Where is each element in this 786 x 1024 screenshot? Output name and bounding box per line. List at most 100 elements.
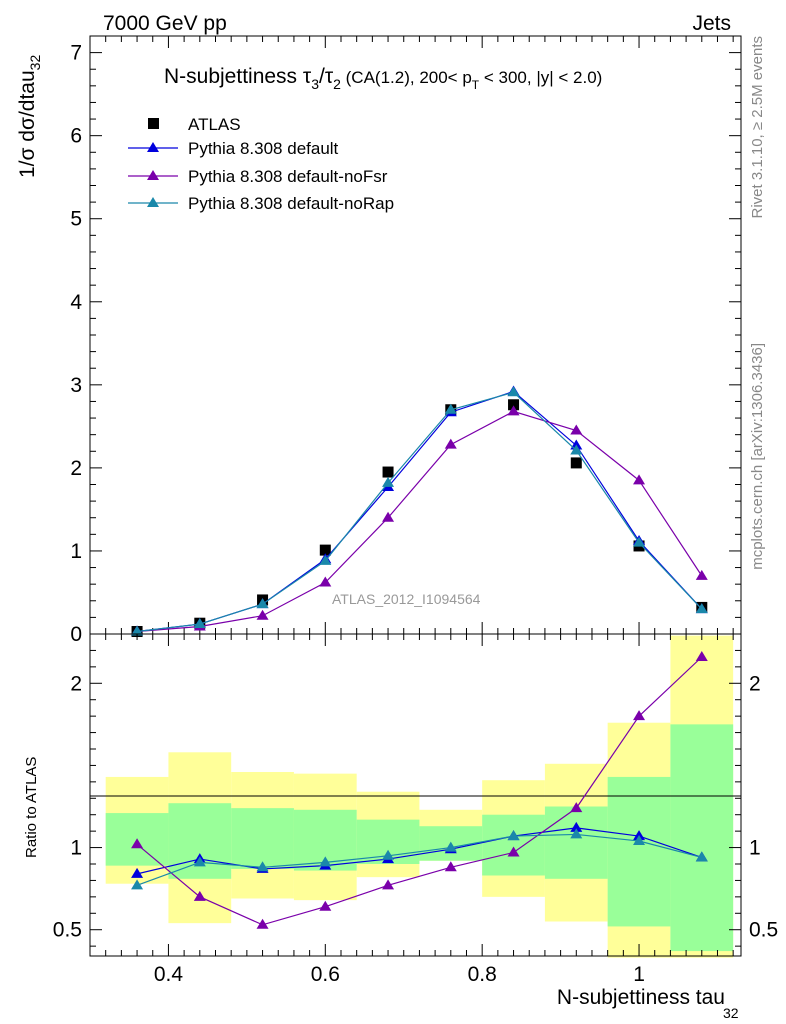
ratio-band-stat [544,806,608,879]
main-y-tick-label: 5 [70,208,82,231]
main-series-point-3 [444,403,457,414]
ratio-series-point-2 [633,835,646,845]
ratio-series-point-1 [507,846,520,857]
legend: ATLAS Pythia 8.308 default Pythia 8.308 … [128,115,394,213]
ratio-y-tick-label: 1 [70,837,82,860]
x-tick-label: 1 [633,963,645,986]
main-series-point-3 [131,625,144,636]
title-tau3: τ [303,65,312,88]
legend-label-norap: Pythia 8.308 default-noRap [188,194,394,213]
x-axis-label-sub: 32 [723,1005,739,1021]
main-series-point-3 [695,603,708,614]
x-axis-label: N-subjettiness tau [557,986,725,1009]
ratio-y-tick-label: 0.5 [53,919,82,942]
ratio-y-tick-label-right: 1 [749,837,761,860]
main-series-line-2 [137,410,703,633]
main-series-point-2 [256,609,269,620]
ratio-series-point-2 [131,879,144,890]
ratio-y-tick-label-right: 2 [749,672,761,695]
watermark: ATLAS_2012_I1094564 [332,591,481,607]
x-tick-labels: 0.4 0.6 0.8 1 [154,963,645,986]
main-series-point-2 [382,511,395,522]
main-title: N-subjettiness τ3/τ2 (CA(1.2), 200< pT <… [164,65,602,92]
ratio-series-point-2 [695,851,708,862]
main-y-tick-label: 0 [70,623,82,646]
main-ticks [89,35,741,635]
main-series [131,385,708,638]
title-sub2: 2 [333,76,341,92]
main-y-axis-label: 1/σ dσ/dtau32 [16,55,43,178]
legend-marker-norap [147,197,159,207]
main-series-point-3 [570,444,583,455]
legend-label-nofsr: Pythia 8.308 default-noFsr [188,167,388,186]
title-cut-b: < 300, |y| < 2.0) [479,68,602,87]
legend-entry-default: Pythia 8.308 default [128,139,339,158]
title-sub3: 3 [311,76,319,92]
ratio-y-tick-label-right: 0.5 [749,919,778,942]
ratio-series-point-2 [193,856,206,867]
title-prefix: N-subjettiness [164,65,303,88]
ratio-series-point-2 [507,830,520,841]
rivet-label: Rivet 3.1.10, ≥ 2.5M events [749,36,766,219]
main-series-point-3 [256,598,269,609]
header-left: 7000 GeV pp [103,12,227,35]
x-axis-label-main: N-subjettiness tau [557,986,725,1009]
ratio-series-line-1 [136,656,703,926]
ratio-series-point-1 [695,651,708,661]
header-right: Jets [692,12,731,35]
atlas-data-point [508,399,520,411]
ratio-series [131,651,708,929]
ratio-series-point-1 [633,710,646,721]
main-y-tick-label: 4 [70,291,82,314]
main-series-point-2 [633,474,646,485]
ratio-band-stat [670,724,734,952]
ratio-y-tick-labels: 0.5 0.5 1 1 2 2 [53,672,778,941]
x-tick-label: 0.8 [468,963,497,986]
x-tick-label: 0.4 [154,963,184,986]
ratio-series-point-1 [131,838,144,849]
legend-marker-nofsr [147,170,159,180]
main-y-tick-label: 2 [70,457,82,480]
main-series-point-2 [319,576,332,587]
ratio-band-stat [607,776,671,927]
main-series-point-3 [633,536,646,547]
atlas-data-point [382,466,394,478]
atlas-data-point [570,457,582,469]
ratio-series-point-1 [570,802,583,813]
atlas-data-point [319,544,331,556]
legend-label-atlas: ATLAS [188,115,241,134]
main-series-line-3 [136,391,703,633]
ratio-series-point-1 [193,890,206,901]
ratio-panel: 0.5 0.5 1 1 2 2 0.4 0.6 0.8 1 Ratio to ATLAS N-s… [23,633,778,1021]
mcplots-label: mcplots.cern.ch [arXiv:1306.3436] [749,343,766,570]
main-series-point-3 [382,476,395,487]
x-tick-label: 0.6 [311,963,340,986]
ratio-series-point-0 [131,867,144,878]
main-series-point-3 [193,618,206,629]
ratio-y-axis-label: Ratio to ATLAS [23,757,40,858]
legend-label-default: Pythia 8.308 default [188,139,339,158]
main-series-point-2 [507,405,520,416]
main-series-point-3 [319,554,332,565]
ratio-band-stat [231,808,294,869]
main-series-point-2 [570,424,583,435]
ratio-series-point-1 [382,879,395,890]
legend-marker-atlas [148,118,159,129]
ratio-bands [105,635,734,958]
ratio-series-point-2 [256,861,269,872]
ratio-series-point-0 [570,821,583,832]
legend-marker-default [147,142,159,152]
main-y-tick-label: 7 [70,42,82,65]
ratio-frame [89,633,742,957]
ratio-band-stat [168,803,232,879]
ratio-series-line-0 [136,827,702,875]
ratio-series-point-1 [444,861,457,872]
title-cut-sub: T [472,78,480,92]
main-y-axis-label-sub: 32 [27,55,43,71]
main-y-tick-labels: 0 1 2 3 4 5 6 7 [70,42,82,646]
main-series-point-2 [695,569,708,580]
ratio-series-point-2 [382,849,395,860]
title-slash: / [319,65,325,88]
